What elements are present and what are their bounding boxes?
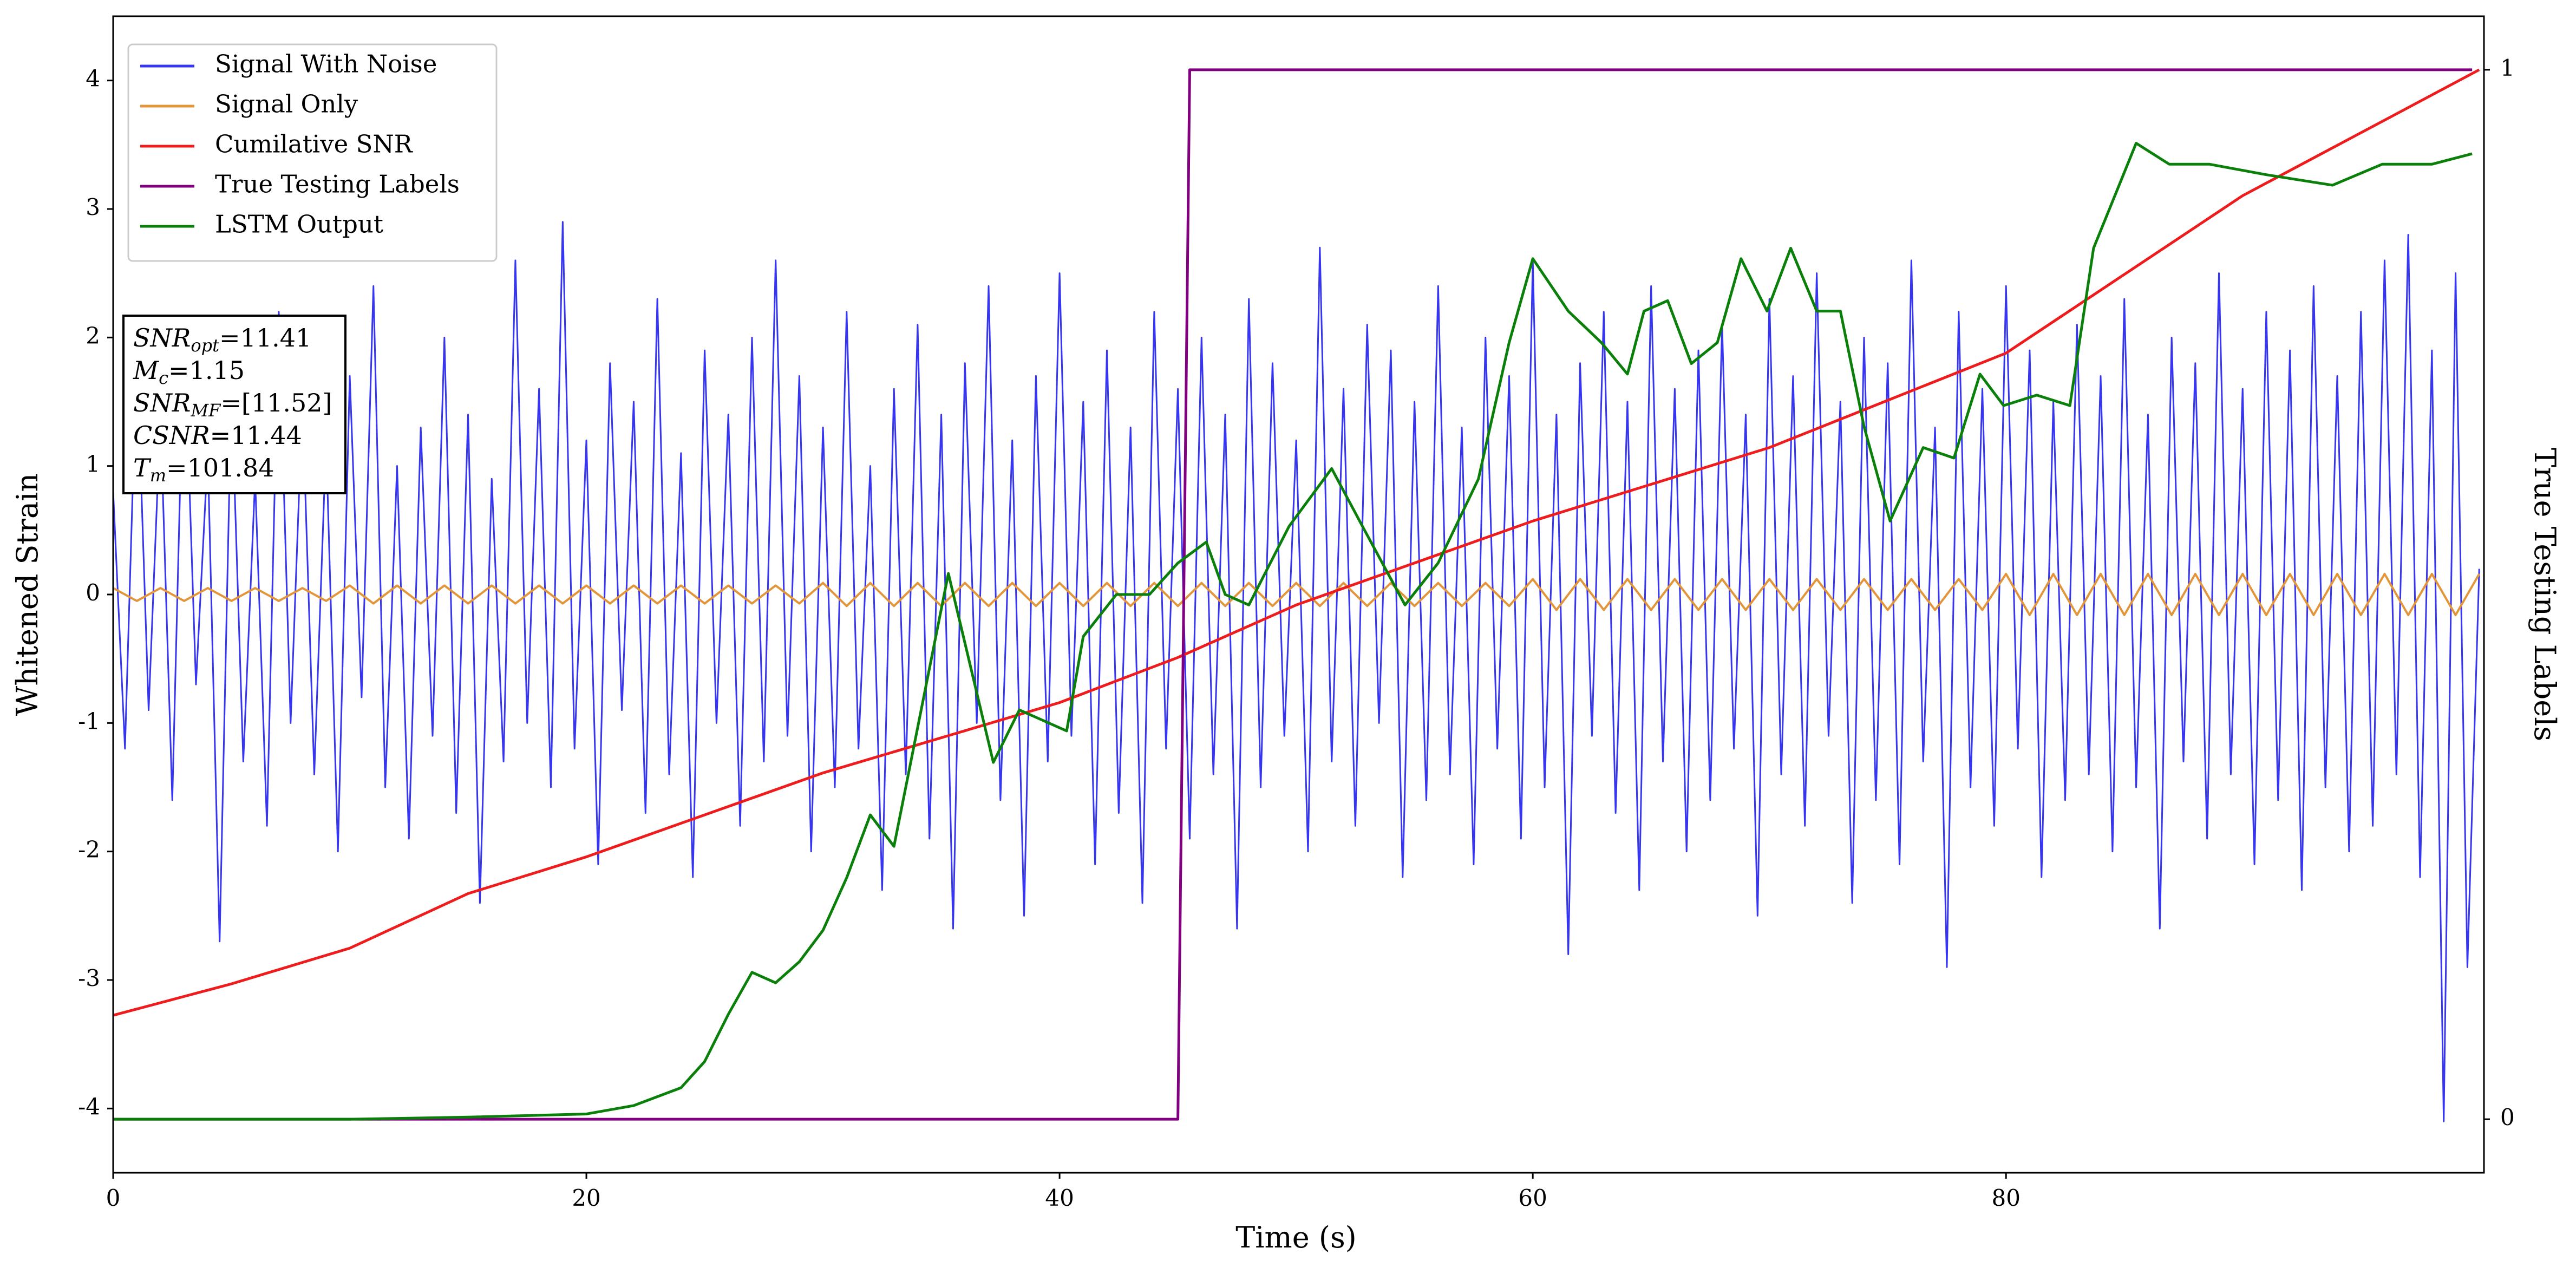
y2-axis-label: True Testing Labels [2528, 448, 2562, 741]
annotation-line: Mc=1.15 [133, 356, 245, 388]
x-tick-label: 20 [572, 1185, 600, 1211]
annotation-sub: m [150, 465, 166, 486]
annotation-line: CSNR=11.44 [133, 421, 302, 450]
series-line [113, 142, 2473, 1121]
annotation-base: M [133, 356, 160, 385]
annotation-text: =11.44 [210, 421, 302, 450]
annotation-base: CSNR [133, 421, 210, 450]
y-tick-label: -1 [78, 708, 100, 734]
legend-box [127, 43, 498, 262]
legend-label: Signal Only [215, 90, 358, 119]
annotation-text: =101.84 [166, 453, 274, 482]
annotation-text: =11.41 [219, 323, 311, 352]
legend-label: True Testing Labels [215, 170, 460, 199]
annotation-text: =[11.52] [220, 388, 332, 417]
annotation-line: Tm=101.84 [133, 453, 274, 486]
legend: Signal With Noise Signal Only Cumilative S… [127, 43, 498, 262]
annotation-line: SNRMF=[11.52] [133, 388, 332, 421]
y-axis-label: Whitened Strain [10, 473, 44, 716]
y-tick-label: -4 [78, 1093, 100, 1120]
annotation-sub: opt [191, 335, 219, 356]
legend-label: LSTM Output [215, 210, 383, 239]
annotation-base: T [133, 453, 152, 482]
x-axis-label: Time (s) [1235, 1220, 1356, 1255]
legend-label: Signal With Noise [215, 50, 437, 79]
annotation-line: SNRopt=11.41 [133, 323, 311, 356]
plot-area [113, 68, 2480, 1122]
annotation: SNRopt=11.41Mc=1.15SNRMF=[11.52]CSNR=11.… [122, 315, 346, 494]
series-line [113, 68, 2473, 1121]
y-tick-label: 2 [86, 322, 100, 349]
annotation-sub: c [159, 368, 168, 388]
annotation-base: SNR [133, 323, 191, 352]
y-tick-label: 3 [86, 194, 100, 220]
y2-tick-label: 1 [2500, 55, 2515, 81]
series-line [113, 221, 2480, 1122]
annotation-box [122, 315, 346, 494]
series-line [113, 68, 2480, 1017]
x-tick-label: 40 [1045, 1185, 1074, 1211]
y-tick-label: 0 [86, 579, 100, 606]
annotation-base: SNR [133, 388, 191, 417]
y-tick-label: -3 [78, 965, 100, 991]
x-tick-label: 60 [1518, 1185, 1547, 1211]
legend-label: Cumilative SNR [215, 130, 413, 159]
annotation-text: =1.15 [168, 356, 245, 385]
y-tick-label: 1 [86, 451, 100, 478]
series-line [113, 573, 2480, 616]
x-tick-label: 80 [1991, 1185, 2020, 1211]
y2-tick-label: 0 [2500, 1104, 2515, 1131]
x-tick-label: 0 [106, 1185, 121, 1211]
y-tick-label: -2 [78, 837, 100, 863]
annotation-sub: MF [190, 400, 221, 421]
y-tick-label: 4 [86, 66, 100, 92]
